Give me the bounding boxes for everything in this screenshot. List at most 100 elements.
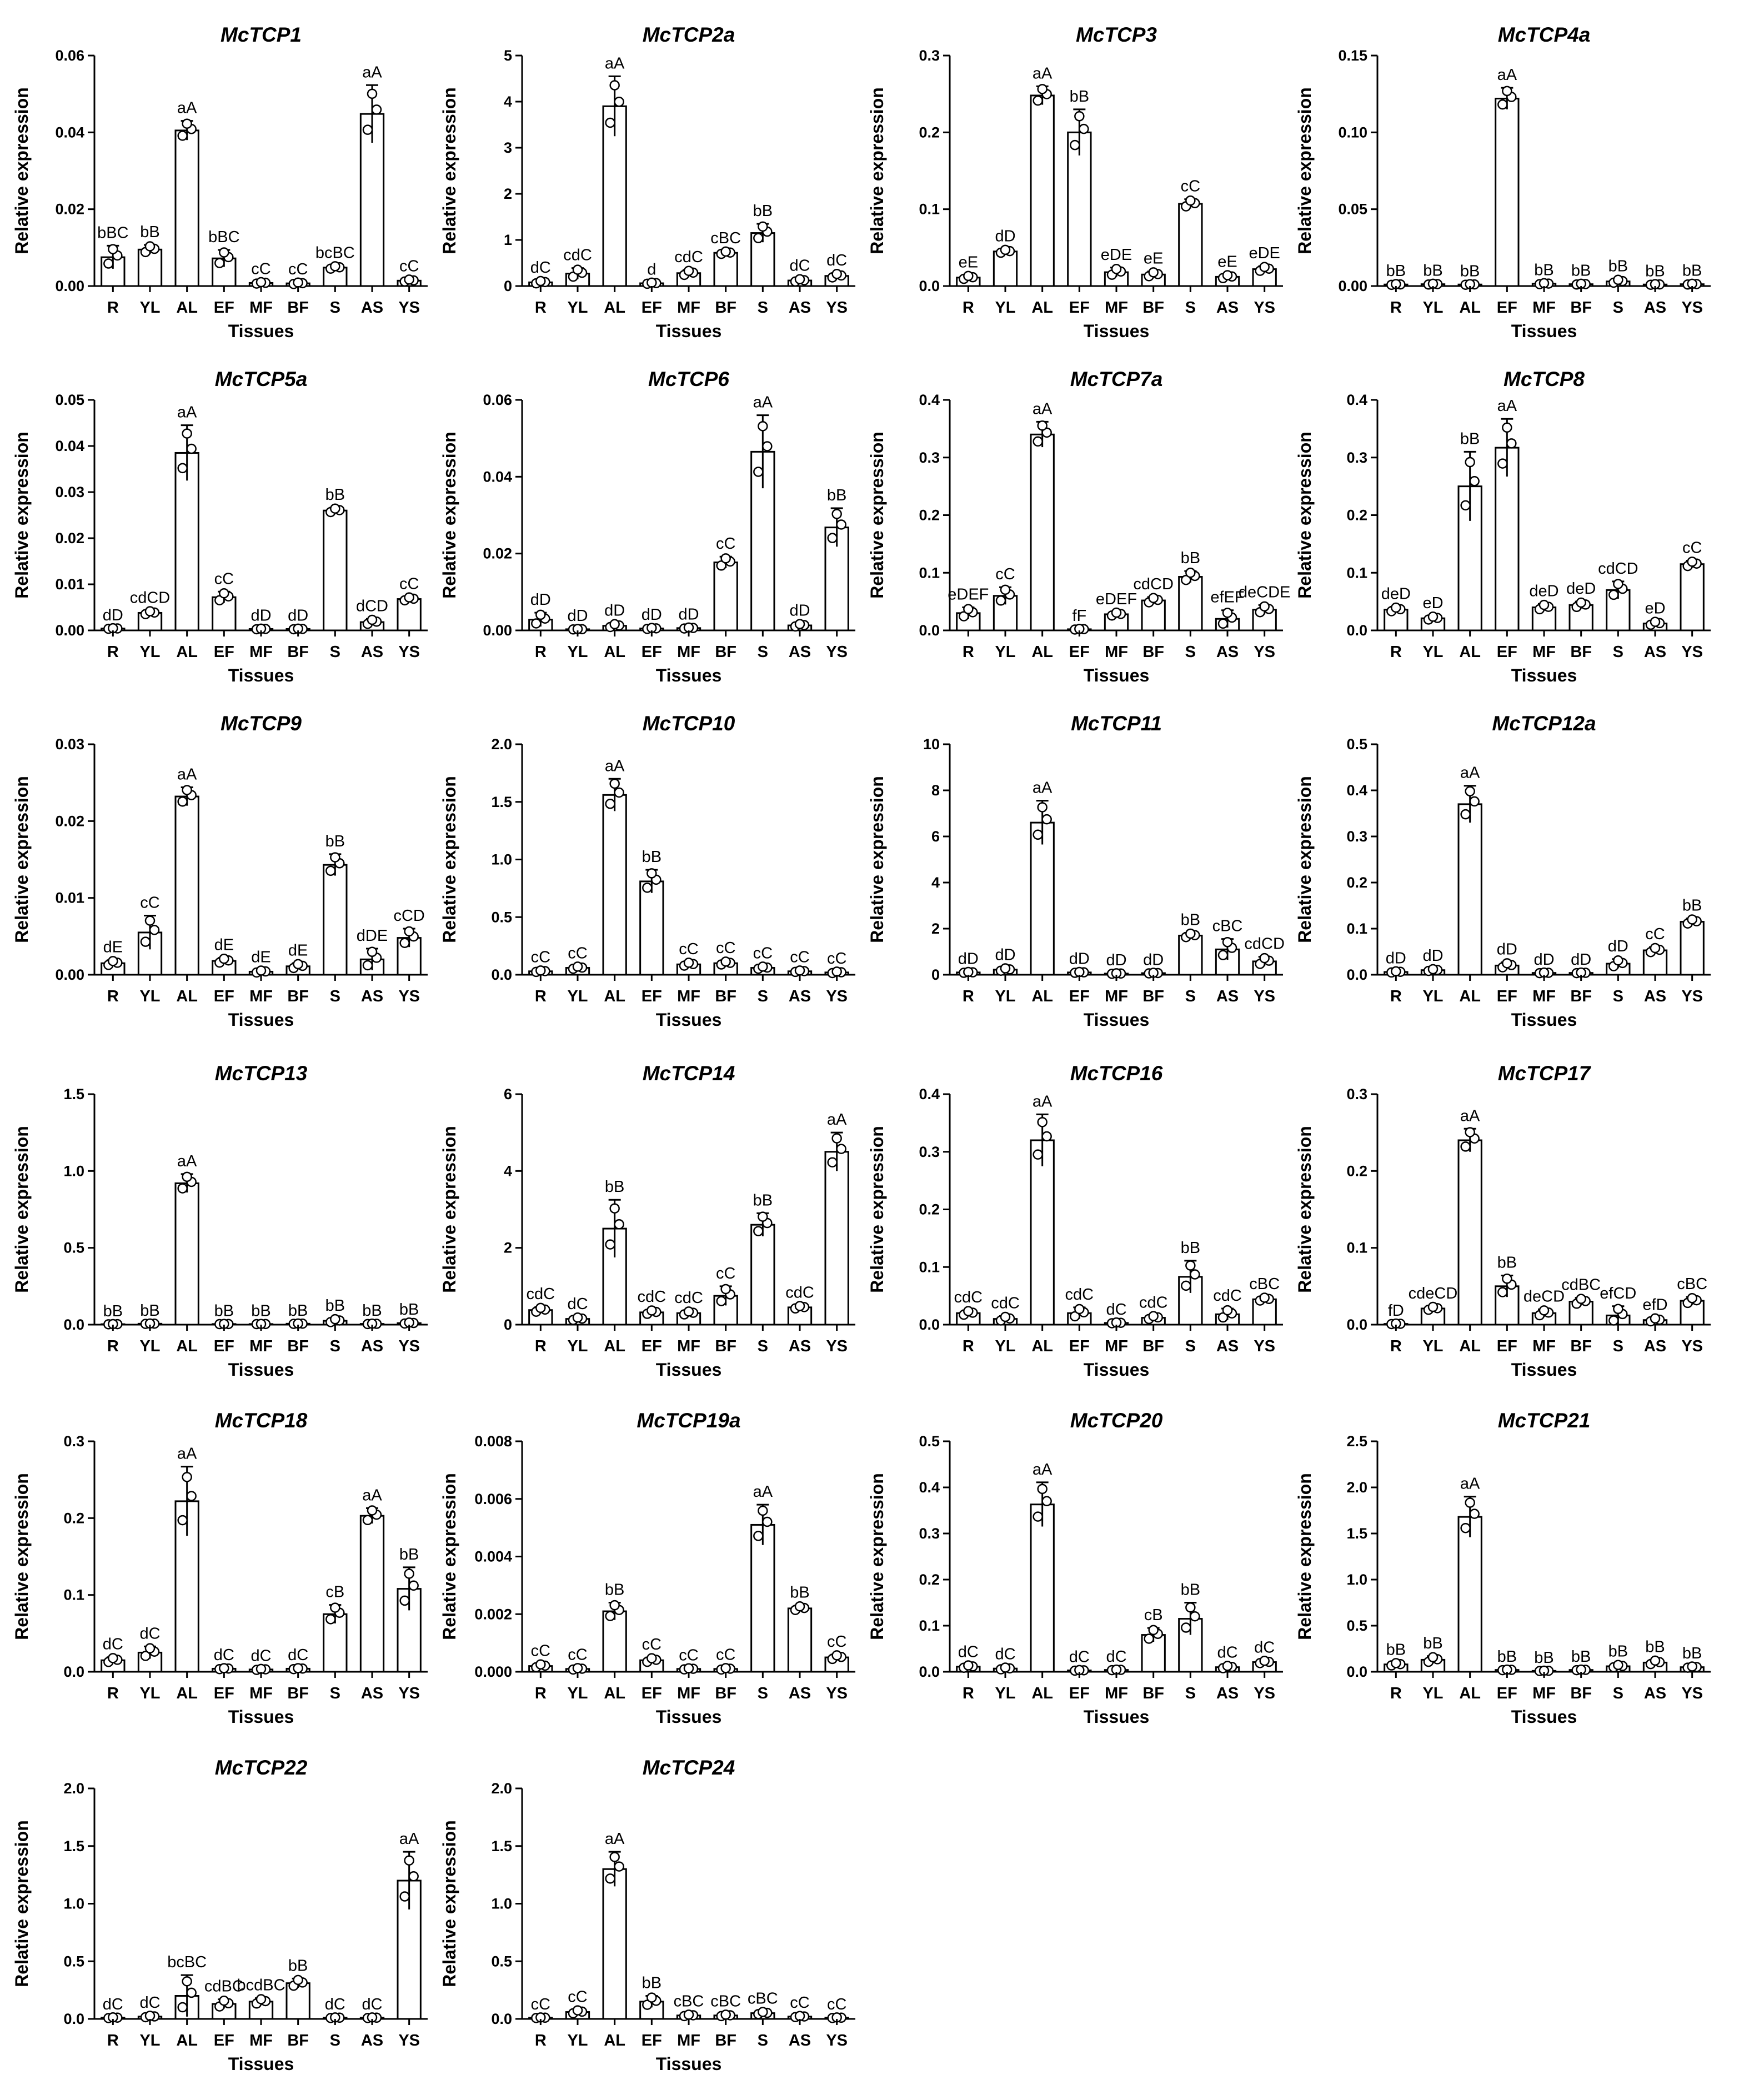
y-tick-label: 0.1: [919, 564, 940, 581]
y-tick-label: 0.00: [483, 622, 512, 639]
data-point: [1502, 86, 1512, 97]
data-point: [614, 96, 624, 107]
x-tick-label: YS: [826, 988, 848, 1005]
x-tick-label: BF: [1570, 643, 1592, 661]
significance-label: eDEF: [1096, 590, 1137, 608]
x-tick-label: EF: [214, 1685, 234, 1702]
data-point: [1037, 802, 1048, 813]
y-tick-label: 6: [504, 1086, 512, 1102]
significance-label: bBC: [208, 228, 239, 246]
y-axis-label: Relative expression: [12, 1126, 32, 1293]
x-tick-label: YS: [398, 2032, 420, 2049]
data-point: [1041, 1131, 1052, 1142]
data-point: [103, 258, 114, 269]
data-point: [995, 595, 1006, 606]
chart-panel: McTCP18 0.0 0.1 0.2 0.3 Relative expression dC…: [12, 1409, 428, 1727]
x-tick-label: AS: [1644, 1337, 1666, 1355]
y-axis-label: Relative expression: [867, 87, 887, 254]
data-point: [1497, 458, 1508, 469]
bar: [787, 1607, 813, 1673]
significance-label: bB: [605, 1178, 624, 1196]
data-point: [605, 1611, 615, 1621]
x-tick-label: R: [107, 643, 119, 661]
data-point: [1148, 267, 1159, 278]
x-tick-label: YS: [1681, 1685, 1703, 1702]
x-tick-label: BF: [287, 1337, 309, 1355]
significance-label: bB: [1534, 1649, 1553, 1667]
x-tick-label: S: [1185, 1685, 1196, 1702]
x-tick-label: BF: [715, 2032, 736, 2049]
x-tick-label: MF: [249, 2032, 273, 2049]
chart-panel: McTCP8 0.0 0.1 0.2 0.3 0.4 Relative expression…: [1295, 368, 1711, 685]
significance-label: aA: [177, 1152, 197, 1170]
y-tick-label: 0.02: [55, 813, 84, 829]
y-axis-label: Relative expression: [867, 776, 887, 943]
y-tick-label: 0.0: [919, 278, 940, 294]
bar: [1178, 576, 1203, 631]
y-tick-label: 0.1: [1346, 920, 1367, 937]
data-point: [399, 938, 410, 948]
y-tick-label: 0.0: [491, 2011, 512, 2027]
x-tick-label: MF: [249, 299, 273, 317]
data-point: [186, 1987, 197, 1998]
x-tick-label: YL: [1422, 643, 1443, 661]
significance-label: dD: [567, 607, 588, 625]
x-axis-label: Tissues: [656, 1360, 722, 1380]
data-point: [1391, 966, 1401, 977]
x-tick-label: MF: [677, 643, 700, 661]
bar: [713, 252, 738, 287]
x-tick-label: EF: [214, 643, 234, 661]
y-tick-label: 0.5: [491, 1953, 512, 1969]
data-point: [1033, 436, 1043, 447]
data-point: [1111, 264, 1122, 274]
chart-panel: McTCP3 0.0 0.1 0.2 0.3 Relative expression eE R…: [867, 23, 1283, 341]
chart-title: McTCP11: [1071, 712, 1162, 735]
x-tick-label: MF: [1105, 1337, 1128, 1355]
significance-label: cC: [1645, 925, 1665, 943]
chart-panel: McTCP1 0.00 0.02 0.04 0.06 Relative expressio…: [12, 23, 428, 341]
significance-label: aA: [177, 99, 197, 117]
x-tick-label: S: [330, 1337, 340, 1355]
data-point: [1259, 1655, 1270, 1666]
x-tick-label: MF: [1532, 1337, 1556, 1355]
y-tick-label: 4: [504, 1162, 512, 1179]
x-tick-label: R: [107, 1685, 119, 1702]
x-tick-label: YL: [139, 299, 160, 317]
significance-label: deD: [1566, 580, 1596, 598]
y-tick-label: 0.0: [1346, 622, 1367, 639]
x-tick-label: EF: [214, 2032, 234, 2049]
x-tick-label: S: [758, 1337, 768, 1355]
chart-panel: McTCP20 0.0 0.1 0.2 0.3 0.4 0.5 Relative expres…: [867, 1409, 1283, 1727]
y-tick-label: 0.1: [919, 1617, 940, 1634]
x-tick-label: R: [1390, 1685, 1402, 1702]
data-point: [182, 118, 192, 129]
x-tick-label: AL: [1031, 1685, 1053, 1702]
chart-title: McTCP22: [215, 1756, 308, 1779]
significance-label: dDE: [357, 927, 388, 945]
x-tick-label: AS: [361, 988, 383, 1005]
x-tick-label: S: [758, 2032, 768, 2049]
y-tick-label: 0.2: [919, 124, 940, 141]
data-point: [1222, 1305, 1233, 1316]
y-tick-label: 0.5: [919, 1433, 940, 1450]
y-tick-label: 0.00: [55, 278, 84, 294]
data-point: [1041, 814, 1052, 825]
y-axis-label: Relative expression: [12, 432, 32, 599]
bar: [174, 795, 199, 976]
x-tick-label: AL: [1031, 988, 1053, 1005]
significance-label: cdCD: [130, 589, 171, 607]
data-point: [762, 441, 773, 452]
data-point: [794, 1601, 805, 1612]
y-tick-label: 0.03: [55, 484, 84, 500]
significance-label: bcdBC: [237, 1977, 285, 1994]
significance-label: fF: [1072, 607, 1086, 625]
significance-label: dD: [1106, 951, 1126, 969]
significance-label: dD: [995, 946, 1015, 964]
x-tick-label: EF: [642, 299, 662, 317]
x-tick-label: EF: [642, 1337, 662, 1355]
data-point: [330, 261, 340, 272]
x-tick-label: R: [535, 299, 547, 317]
x-tick-label: AL: [1459, 1685, 1481, 1702]
data-point: [1687, 914, 1697, 925]
x-tick-label: YS: [826, 2032, 848, 2049]
